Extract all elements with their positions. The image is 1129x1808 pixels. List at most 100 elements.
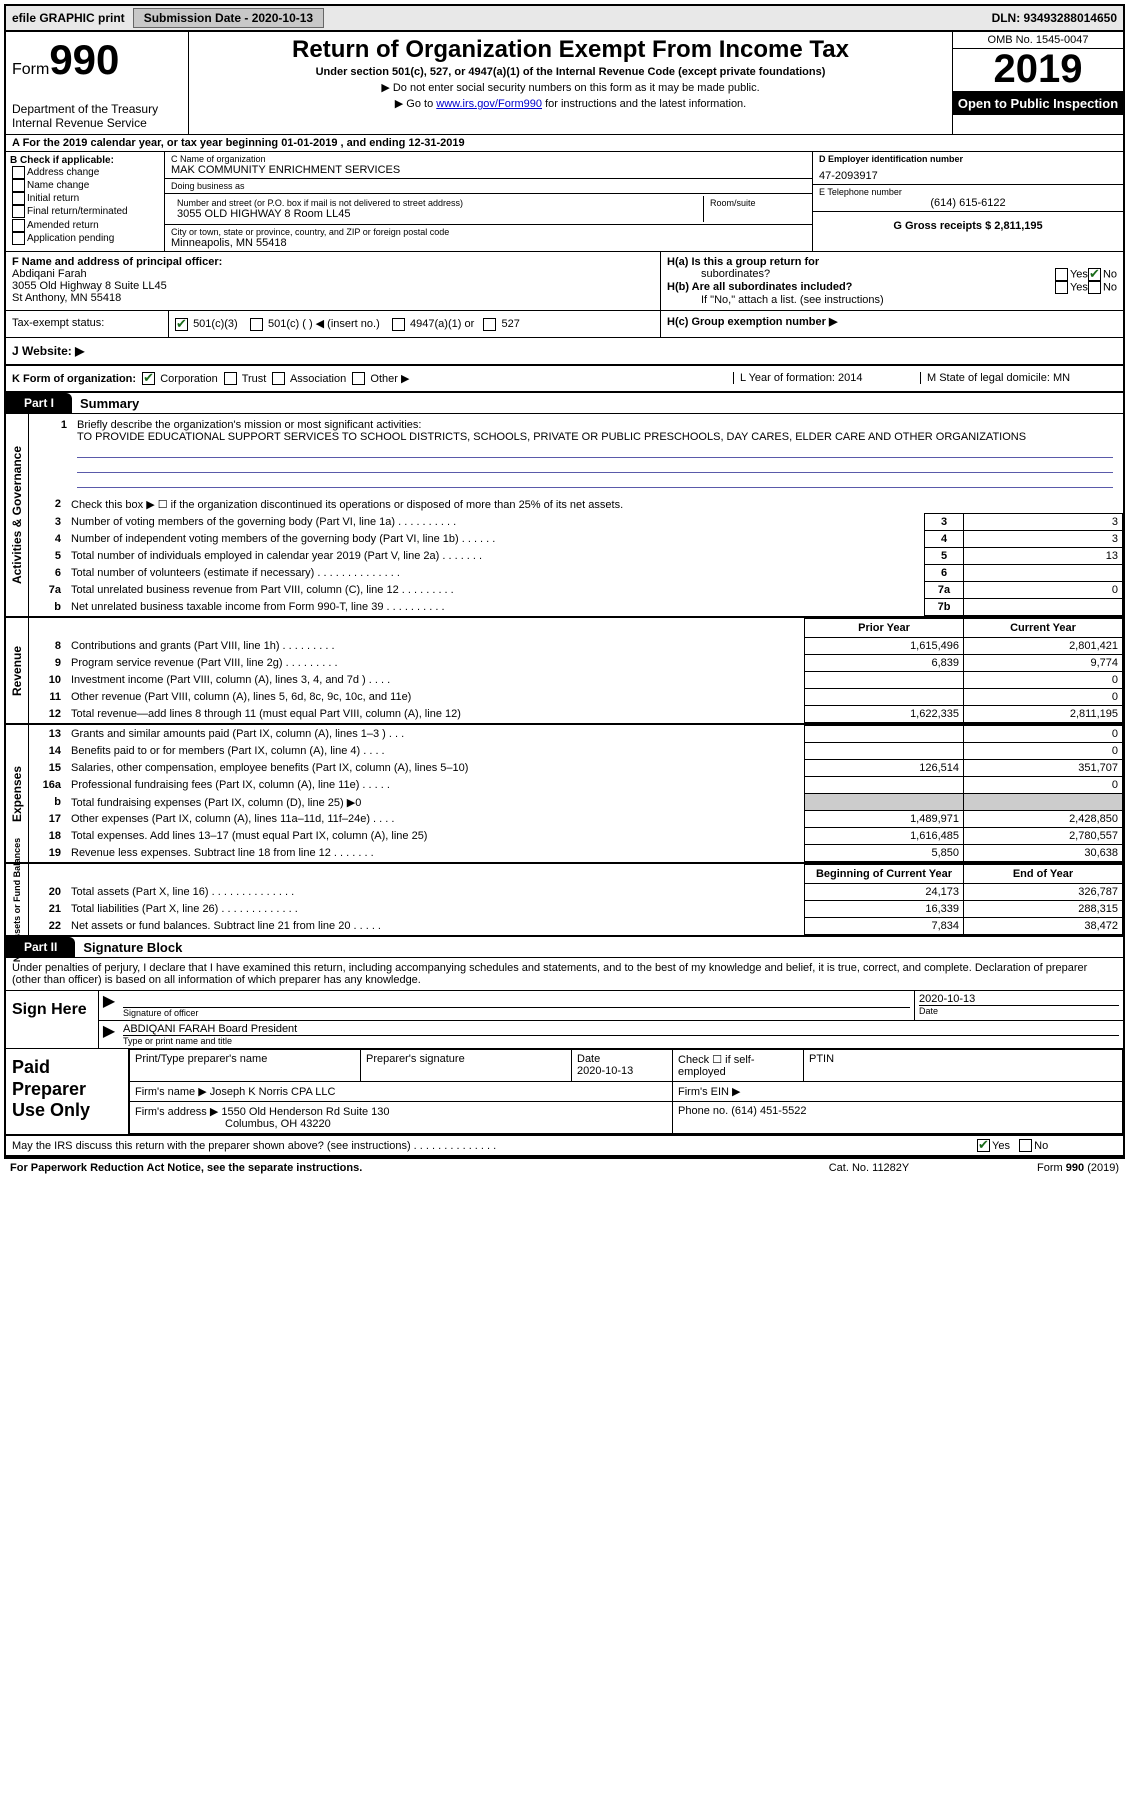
- submission-button[interactable]: Submission Date - 2020-10-13: [133, 8, 324, 28]
- chk-final[interactable]: Final return/terminated: [10, 205, 160, 218]
- table-row: 17Other expenses (Part IX, column (A), l…: [29, 811, 1123, 828]
- catalog-number: Cat. No. 11282Y: [779, 1162, 959, 1174]
- table-row: 14Benefits paid to or for members (Part …: [29, 743, 1123, 760]
- note-ssn: ▶ Do not enter social security numbers o…: [197, 81, 944, 94]
- status-row: Tax-exempt status: 501(c)(3) 501(c) ( ) …: [6, 311, 1123, 338]
- table-row: Firm's name ▶ Joseph K Norris CPA LLC Fi…: [130, 1082, 1123, 1102]
- net-assets-table: Beginning of Current YearEnd of Year 20T…: [29, 864, 1123, 935]
- table-row: 22Net assets or fund balances. Subtract …: [29, 918, 1123, 935]
- discuss-yes[interactable]: Yes: [977, 1140, 1013, 1152]
- status-label: Tax-exempt status:: [6, 311, 169, 337]
- discuss-no[interactable]: No: [1019, 1140, 1048, 1152]
- chk-amended[interactable]: Amended return: [10, 219, 160, 232]
- mission-text: TO PROVIDE EDUCATIONAL SUPPORT SERVICES …: [77, 431, 1026, 443]
- period-line: A For the 2019 calendar year, or tax yea…: [6, 135, 1123, 152]
- form-number: Form990: [12, 36, 182, 84]
- opt-501c3[interactable]: 501(c)(3): [175, 318, 238, 330]
- status-options: 501(c)(3) 501(c) ( ) ◀ (insert no.) 4947…: [169, 311, 660, 337]
- part2-header: Part II Signature Block: [6, 937, 1123, 958]
- revenue-table: Prior YearCurrent Year 8Contributions an…: [29, 618, 1123, 723]
- group-return-block: H(a) Is this a group return for subordin…: [661, 252, 1123, 310]
- tax-year: 2019: [953, 49, 1123, 92]
- table-row: Print/Type preparer's name Preparer's si…: [130, 1050, 1123, 1082]
- org-name: MAK COMMUNITY ENRICHMENT SERVICES: [171, 164, 806, 176]
- opt-corp[interactable]: Corporation: [142, 373, 218, 385]
- side-net-assets: Net Assets or Fund Balances: [6, 864, 29, 935]
- hb-yes[interactable]: Yes: [1055, 281, 1088, 294]
- part1-header: Part I Summary: [6, 393, 1123, 414]
- year-formation: L Year of formation: 2014: [733, 372, 920, 384]
- ein-value: 47-2093917: [819, 164, 1117, 182]
- side-governance: Activities & Governance: [6, 414, 29, 616]
- firm-address: 1550 Old Henderson Rd Suite 130: [221, 1106, 389, 1118]
- side-revenue: Revenue: [6, 618, 29, 723]
- chk-pending[interactable]: Application pending: [10, 232, 160, 245]
- table-row: 2Check this box ▶ ☐ if the organization …: [29, 496, 1123, 514]
- table-row: 21Total liabilities (Part X, line 26) . …: [29, 901, 1123, 918]
- sig-date: 2020-10-13: [919, 993, 1119, 1005]
- opt-527[interactable]: 527: [483, 318, 519, 330]
- header-middle: Return of Organization Exempt From Incom…: [189, 32, 952, 134]
- chk-name[interactable]: Name change: [10, 179, 160, 192]
- gross-receipts: G Gross receipts $ 2,811,195: [813, 212, 1123, 234]
- sign-here-row: Sign Here ▶ Signature of officer 2020-10…: [6, 991, 1123, 1049]
- table-row: 12Total revenue—add lines 8 through 11 (…: [29, 706, 1123, 723]
- part2-title: Signature Block: [75, 940, 182, 955]
- chk-address[interactable]: Address change: [10, 166, 160, 179]
- website-row: J Website: ▶: [6, 338, 1123, 366]
- part1-title: Summary: [72, 396, 139, 411]
- officer-name: Abdiqani Farah: [12, 268, 87, 280]
- phone-value: (614) 615-6122: [819, 197, 1117, 209]
- form-header: Form990 Department of the Treasury Inter…: [6, 32, 1123, 135]
- sign-here-label: Sign Here: [6, 991, 98, 1048]
- opt-4947[interactable]: 4947(a)(1) or: [392, 318, 474, 330]
- table-row: 8Contributions and grants (Part VIII, li…: [29, 638, 1123, 655]
- table-row: 20Total assets (Part X, line 16) . . . .…: [29, 884, 1123, 901]
- officer-block: F Name and address of principal officer:…: [6, 252, 661, 310]
- header-left: Form990 Department of the Treasury Inter…: [6, 32, 189, 134]
- expenses-table: 13Grants and similar amounts paid (Part …: [29, 725, 1123, 862]
- hb-no[interactable]: No: [1088, 281, 1117, 294]
- efile-label: efile GRAPHIC print: [6, 8, 131, 28]
- opt-assoc[interactable]: Association: [272, 373, 346, 385]
- room-suite: Room/suite: [704, 196, 806, 222]
- mission-block: 1 Briefly describe the organization's mi…: [29, 414, 1123, 496]
- ha-yes[interactable]: Yes: [1055, 268, 1088, 281]
- form-subtitle: Under section 501(c), 527, or 4947(a)(1)…: [197, 66, 944, 78]
- note-link: ▶ Go to www.irs.gov/Form990 for instruct…: [197, 97, 944, 110]
- check-header: B Check if applicable:: [10, 155, 160, 166]
- opt-other[interactable]: Other ▶: [352, 373, 409, 385]
- chk-initial[interactable]: Initial return: [10, 192, 160, 205]
- table-row: 6Total number of volunteers (estimate if…: [29, 565, 1123, 582]
- ha-no[interactable]: No: [1088, 268, 1117, 281]
- table-row: 4Number of independent voting members of…: [29, 531, 1123, 548]
- firm-phone: Phone no. (614) 451-5522: [673, 1102, 1123, 1134]
- city-cell: City or town, state or province, country…: [165, 225, 812, 251]
- table-row: 19Revenue less expenses. Subtract line 1…: [29, 845, 1123, 862]
- page-footer: For Paperwork Reduction Act Notice, see …: [4, 1159, 1125, 1177]
- irs-label: Internal Revenue Service: [12, 116, 182, 130]
- org-name-cell: C Name of organization MAK COMMUNITY ENR…: [165, 152, 812, 179]
- opt-501c[interactable]: 501(c) ( ) ◀ (insert no.): [250, 318, 380, 330]
- table-row: 3Number of voting members of the governi…: [29, 514, 1123, 531]
- arrow-icon: ▶: [99, 991, 119, 1020]
- table-row: Beginning of Current YearEnd of Year: [29, 865, 1123, 884]
- table-row: 9Program service revenue (Part VIII, lin…: [29, 655, 1123, 672]
- part1-tab: Part I: [6, 393, 72, 413]
- phone-cell: E Telephone number (614) 615-6122: [813, 185, 1123, 212]
- gov-table: 2Check this box ▶ ☐ if the organization …: [29, 496, 1123, 616]
- opt-trust[interactable]: Trust: [224, 373, 267, 385]
- header-right: OMB No. 1545-0047 2019 Open to Public In…: [952, 32, 1123, 134]
- klm-row: K Form of organization: Corporation Trus…: [6, 366, 1123, 394]
- form-title: Return of Organization Exempt From Incom…: [197, 36, 944, 64]
- state-domicile: M State of legal domicile: MN: [920, 372, 1117, 384]
- entity-right: D Employer identification number 47-2093…: [812, 152, 1123, 251]
- table-row: 7aTotal unrelated business revenue from …: [29, 582, 1123, 599]
- officer-group-row: F Name and address of principal officer:…: [6, 252, 1123, 311]
- check-column: B Check if applicable: Address change Na…: [6, 152, 165, 251]
- form-of-org: K Form of organization: Corporation Trus…: [12, 372, 733, 386]
- city-state-zip: Minneapolis, MN 55418: [171, 237, 806, 249]
- table-row: Firm's address ▶ 1550 Old Henderson Rd S…: [130, 1102, 1123, 1134]
- irs-link[interactable]: www.irs.gov/Form990: [436, 98, 542, 110]
- table-row: 15Salaries, other compensation, employee…: [29, 760, 1123, 777]
